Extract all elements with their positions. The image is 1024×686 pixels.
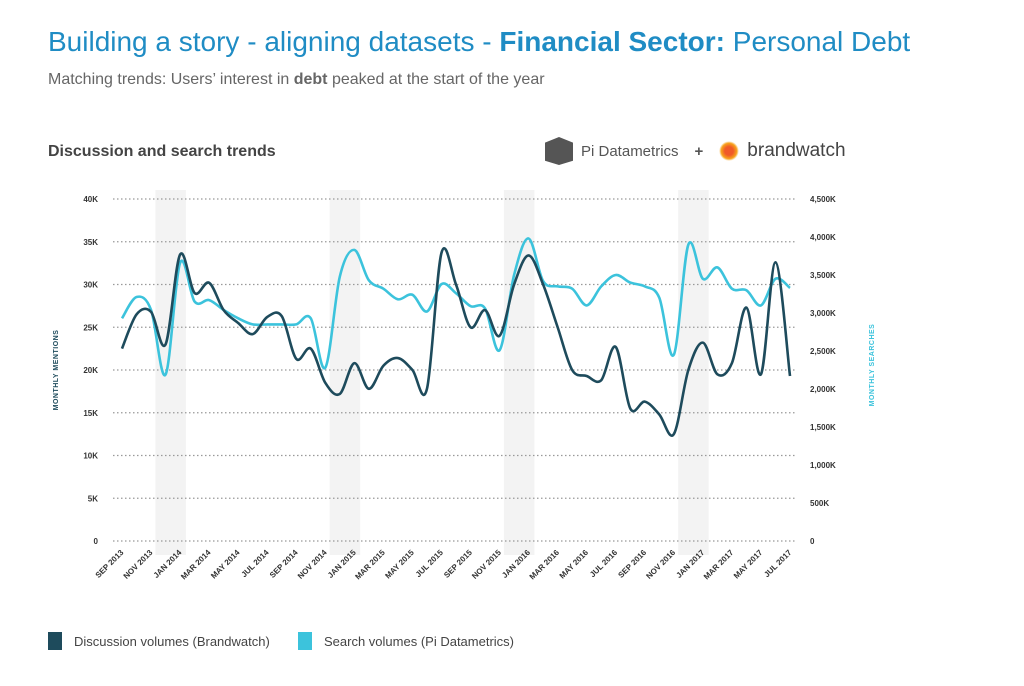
subtitle-text-end: peaked at the start of the year [327, 71, 545, 88]
page-title: Building a story - aligning datasets - F… [48, 26, 910, 58]
x-tick-label: MAY 2015 [383, 548, 416, 581]
subtitle-bold: debt [293, 71, 328, 88]
partner-logos: Pi Datametrics + brandwatch [545, 137, 846, 165]
chart-title: Discussion and search trends [48, 143, 276, 160]
x-tick-label: NOV 2013 [122, 548, 155, 581]
winter-band [503, 190, 535, 555]
y2-tick-label: 2,500K [810, 347, 836, 356]
title-text-end: Personal Debt [724, 26, 911, 57]
y-tick-label: 30K [83, 281, 98, 290]
y2-tick-label: 3,000K [810, 309, 836, 318]
x-tick-label: JUL 2015 [414, 548, 445, 579]
winter-band [155, 190, 186, 555]
y-tick-label: 10K [83, 452, 98, 461]
legend-label-search: Search volumes (Pi Datametrics) [324, 633, 514, 649]
x-tick-label: MAY 2014 [209, 548, 242, 581]
x-tick-label: JUL 2017 [762, 548, 793, 579]
legend-swatch-search [298, 632, 312, 650]
x-tick-label: MAY 2017 [732, 548, 765, 581]
winter-band [329, 190, 361, 555]
y2-tick-label: 1,000K [810, 461, 836, 470]
title-text: Building a story - aligning datasets - [48, 26, 500, 57]
y2-tick-label: 1,500K [810, 423, 836, 432]
y-axis-title: MONTHLY MENTIONS [53, 330, 60, 411]
legend-label-discussion: Discussion volumes (Brandwatch) [74, 633, 270, 649]
brandwatch-logo-icon [719, 141, 740, 161]
subtitle: Matching trends: Users’ interest in debt… [48, 71, 545, 89]
pi-datametrics-logo-icon [545, 137, 573, 165]
legend-item-discussion: Discussion volumes (Brandwatch) [48, 632, 270, 650]
legend-swatch-discussion [48, 632, 62, 650]
x-tick-label: MAY 2016 [558, 548, 591, 581]
series-line-discussion [120, 247, 792, 437]
y2-tick-label: 500K [810, 499, 829, 508]
y-tick-label: 20K [83, 366, 98, 375]
x-tick-label: NOV 2015 [470, 548, 503, 581]
y-tick-label: 35K [83, 238, 98, 247]
series-line-search [120, 237, 791, 377]
x-tick-label: NOV 2016 [644, 548, 677, 581]
y-tick-label: 15K [83, 409, 98, 418]
y-tick-label: 0 [94, 537, 99, 546]
y2-tick-label: 4,000K [810, 233, 836, 242]
brandwatch-label: brandwatch [747, 140, 846, 161]
y2-axis-title: MONTHLY SEARCHES [869, 324, 876, 407]
x-tick-label: NOV 2014 [296, 548, 329, 581]
x-tick-label: JUL 2014 [240, 548, 271, 579]
y-tick-label: 40K [83, 195, 98, 204]
y2-tick-label: 4,500K [810, 195, 836, 204]
title-bold: Financial Sector: [499, 26, 725, 57]
y-tick-label: 25K [83, 323, 98, 332]
x-tick-label: JUL 2016 [588, 548, 619, 579]
plus-sign: + [694, 142, 704, 160]
pi-datametrics-label: Pi Datametrics [581, 142, 679, 160]
legend-item-search: Search volumes (Pi Datametrics) [298, 632, 514, 650]
y2-tick-label: 0 [810, 537, 815, 546]
y2-tick-label: 3,500K [810, 271, 836, 280]
subtitle-text: Matching trends: Users’ interest in [48, 71, 294, 88]
y-tick-label: 5K [88, 494, 98, 503]
y2-tick-label: 2,000K [810, 385, 836, 394]
